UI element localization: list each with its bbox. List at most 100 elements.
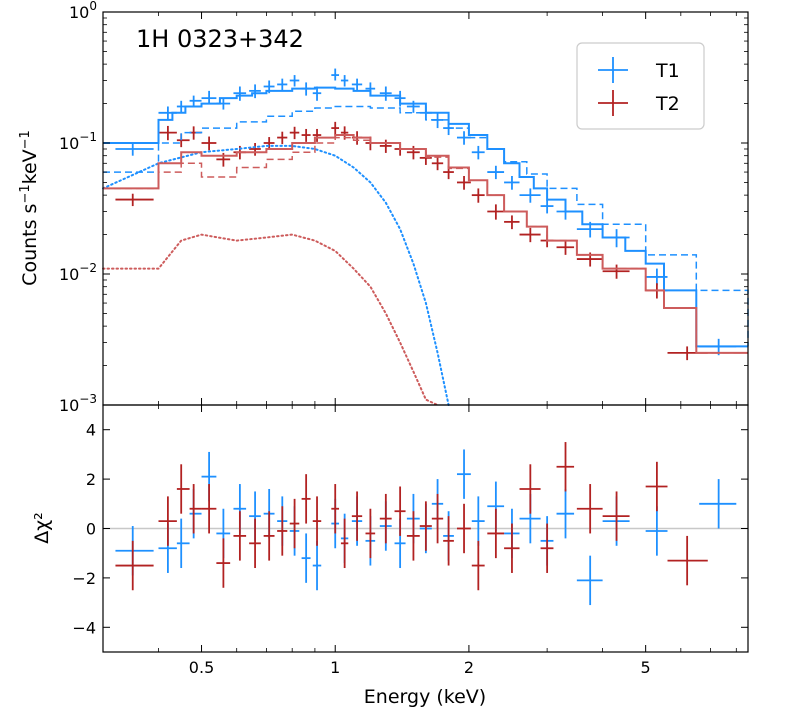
residual-point [216, 538, 231, 588]
legend-label: T1 [655, 60, 680, 82]
residual-point [249, 518, 261, 569]
data-point [456, 175, 471, 190]
data-point [115, 193, 154, 207]
data-point [487, 204, 505, 220]
residual-point [504, 523, 520, 573]
residual-point [556, 442, 575, 492]
data-point [233, 86, 247, 101]
residual-y-tick-label: −2 [72, 569, 96, 588]
x-tick-label: 5 [641, 658, 651, 677]
residual-panel: 4 2 0 −2 −4 0.5 1 2 5 Energy (keV) Δχ² [31, 404, 749, 708]
tick-exponent: −2 [79, 261, 97, 275]
data-point [471, 188, 485, 203]
residual-point [331, 484, 340, 534]
data-point [249, 84, 261, 99]
data-point [301, 128, 311, 142]
data-point [201, 90, 217, 104]
data-point [540, 199, 554, 214]
residual-tick-layer: 4 2 0 −2 −4 0.5 1 2 5 [72, 405, 748, 677]
data-point [263, 137, 275, 150]
residual-point [456, 449, 471, 499]
residual-point [158, 496, 177, 546]
data-point [312, 86, 322, 101]
residual-point [233, 511, 247, 561]
data-point [115, 143, 154, 156]
legend-item-t2: T2 [598, 90, 680, 116]
model-curve-7 [102, 233, 439, 406]
y-axis-label-sup1: −1 [18, 184, 33, 203]
residual-point [576, 484, 603, 534]
residual-series-layer [115, 442, 737, 606]
residual-point [471, 496, 485, 546]
data-point [158, 125, 177, 141]
residual-point [263, 511, 275, 561]
x-tick-label: 1 [330, 658, 340, 677]
tick-exponent: −1 [79, 130, 97, 144]
residual-point [576, 555, 603, 606]
residual-point [312, 496, 322, 546]
data-point [602, 264, 630, 279]
data-point [312, 128, 322, 142]
data-point [519, 227, 541, 243]
series-t1-model-component-2 [102, 144, 450, 406]
y-tick-label: 10−3 [59, 392, 97, 415]
residual-point [602, 491, 630, 541]
residual-point [645, 461, 668, 512]
series-t2-model-component-2 [102, 233, 439, 406]
data-point [487, 165, 505, 180]
data-point [289, 75, 300, 87]
y-tick-label: 100 [69, 0, 97, 22]
y-tick-label: 10−1 [59, 130, 97, 153]
data-point [504, 215, 520, 230]
series-t2-model-component-1 [103, 136, 748, 354]
data-point [431, 157, 444, 171]
residual-y-tick-label: 4 [86, 421, 96, 440]
residual-point [699, 479, 737, 529]
legend-items: T1 T2 [598, 57, 680, 116]
legend-box [576, 42, 705, 130]
residual-y-tick-label: 0 [86, 520, 96, 539]
residual-series-t2 [115, 442, 708, 591]
residual-point [487, 508, 505, 559]
series-t1-model-component-1 [103, 105, 749, 347]
residual-point [351, 491, 363, 541]
tick-base: 10 [59, 396, 79, 415]
x-tick-label: 0.5 [189, 658, 214, 677]
residual-point [519, 464, 541, 514]
residual-point [471, 540, 485, 591]
residual-point [312, 540, 322, 591]
x-tick-label: 2 [464, 658, 474, 677]
model-curve-4 [102, 144, 450, 406]
y-tick-label: 10−2 [59, 261, 97, 284]
data-point [277, 131, 288, 145]
chart-title: 1H 0323+342 [136, 25, 304, 53]
residual-point [176, 518, 190, 569]
model-step-6 [103, 136, 748, 354]
residual-point [419, 501, 432, 551]
tick-base: 10 [59, 265, 79, 284]
y-axis-label-counts: Counts s [19, 204, 41, 286]
data-point [471, 145, 485, 160]
data-point [556, 240, 575, 255]
residual-axes-frame [102, 404, 749, 653]
data-point [379, 86, 392, 101]
residual-y-tick-label: −4 [72, 618, 96, 637]
x-axis-label: Energy (keV) [364, 686, 486, 708]
residual-point [645, 506, 668, 556]
tick-base: 10 [69, 3, 89, 22]
series-t1-total-model [103, 86, 748, 348]
residual-point [379, 493, 392, 544]
residual-point [394, 486, 406, 536]
residual-point [431, 493, 444, 544]
data-point [331, 68, 340, 81]
residual-point [365, 508, 376, 559]
residual-point [667, 535, 708, 586]
residual-point [115, 540, 154, 591]
residual-point [176, 464, 190, 514]
residual-point [540, 523, 554, 573]
tick-exponent: −3 [79, 392, 97, 406]
residual-point [301, 533, 311, 583]
data-point [340, 75, 349, 87]
